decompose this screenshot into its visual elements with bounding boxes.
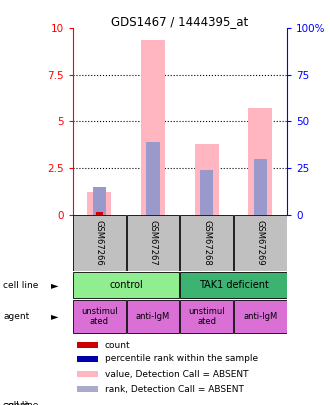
Text: cell line: cell line: [3, 281, 39, 290]
Text: control: control: [109, 280, 143, 290]
Bar: [87, 192, 112, 215]
Bar: [146, 142, 160, 215]
Title: GDS1467 / 1444395_at: GDS1467 / 1444395_at: [111, 15, 248, 28]
Text: agent: agent: [3, 401, 30, 405]
Text: value, Detection Call = ABSENT: value, Detection Call = ABSENT: [105, 370, 248, 379]
Bar: [77, 342, 98, 348]
Bar: [200, 170, 214, 215]
Text: TAK1 deficient: TAK1 deficient: [199, 280, 268, 290]
Bar: [127, 215, 179, 271]
Bar: [181, 272, 286, 298]
Text: ►: ►: [51, 311, 58, 322]
Bar: [195, 144, 219, 215]
Text: ►: ►: [51, 280, 58, 290]
Bar: [141, 40, 165, 215]
Bar: [248, 109, 272, 215]
Bar: [77, 371, 98, 377]
Text: GSM67269: GSM67269: [256, 220, 265, 266]
Text: percentile rank within the sample: percentile rank within the sample: [105, 354, 258, 363]
Text: rank, Detection Call = ABSENT: rank, Detection Call = ABSENT: [105, 385, 244, 394]
Text: unstimul
ated: unstimul ated: [188, 307, 225, 326]
Text: anti-IgM: anti-IgM: [136, 312, 170, 321]
Bar: [234, 300, 286, 333]
Bar: [234, 215, 286, 271]
Bar: [127, 300, 179, 333]
Bar: [73, 300, 126, 333]
Text: GSM67267: GSM67267: [148, 220, 157, 266]
Bar: [77, 386, 98, 392]
Bar: [93, 187, 106, 215]
Text: anti-IgM: anti-IgM: [243, 312, 278, 321]
Text: count: count: [105, 341, 130, 350]
Text: unstimul
ated: unstimul ated: [81, 307, 118, 326]
Bar: [77, 356, 98, 362]
Bar: [96, 212, 103, 215]
Bar: [253, 159, 267, 215]
Text: cell line: cell line: [3, 401, 39, 405]
Bar: [181, 215, 233, 271]
Bar: [181, 300, 233, 333]
Text: GSM67266: GSM67266: [95, 220, 104, 266]
Bar: [73, 272, 179, 298]
Text: GSM67268: GSM67268: [202, 220, 211, 266]
Text: agent: agent: [3, 312, 30, 321]
Bar: [73, 215, 126, 271]
